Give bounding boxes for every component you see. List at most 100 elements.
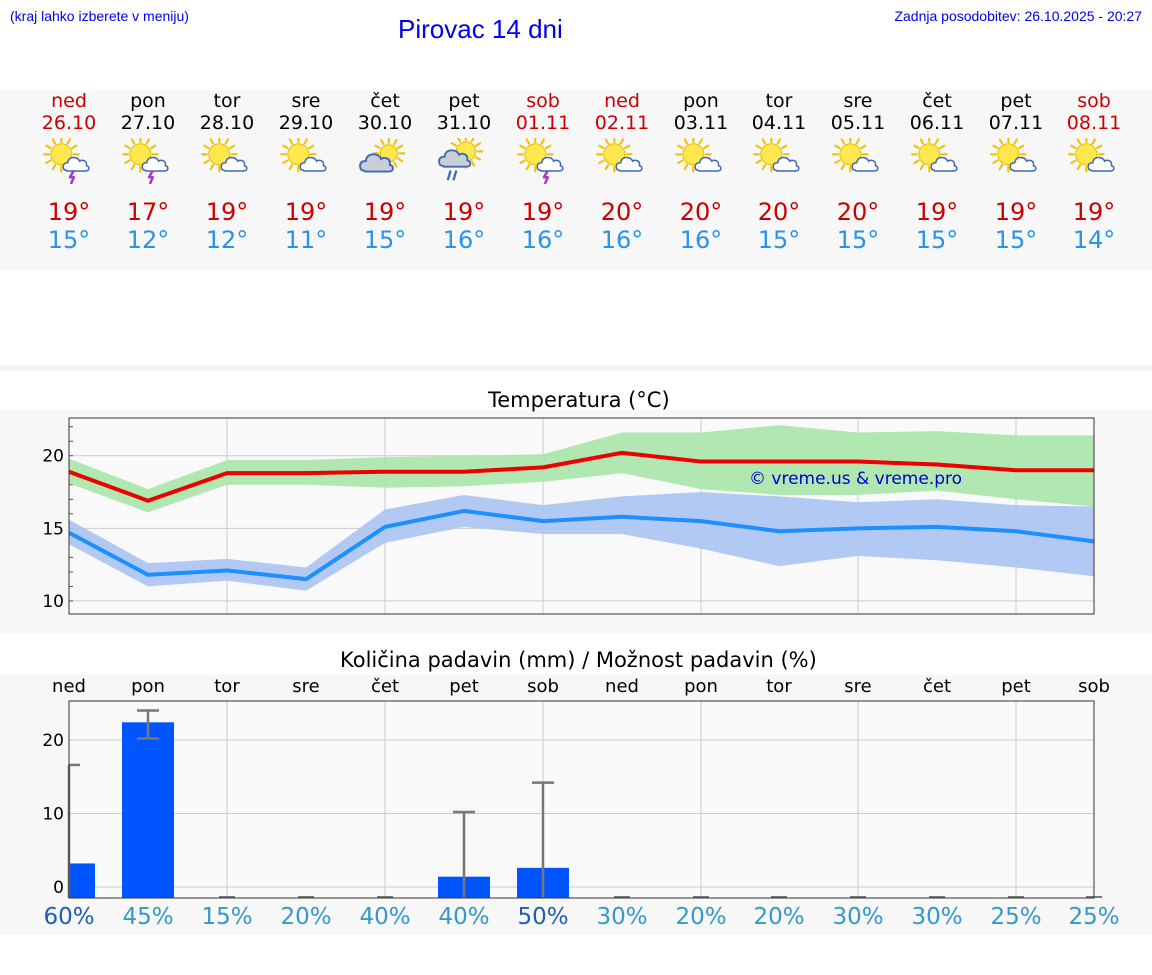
sun-cloud-icon	[673, 135, 729, 184]
precipitation-chart-title: Količina padavin (mm) / Možnost padavin …	[340, 648, 817, 672]
day-name: ned	[51, 90, 87, 112]
min-temperature: 12°	[126, 226, 170, 254]
temperature-chart-band	[0, 410, 1152, 634]
precipitation-probability: 40%	[438, 904, 490, 930]
day-name: sre	[291, 90, 321, 112]
max-temperature: 19°	[47, 198, 91, 226]
day-name: ned	[604, 90, 640, 112]
last-update-label: Zadnja posodobitev: 26.10.2025 - 20:27	[894, 8, 1142, 24]
day-name: sre	[843, 90, 873, 112]
precipitation-probability: 45%	[122, 904, 174, 930]
forecast-band	[0, 90, 1152, 270]
sun-cloud-rain-icon	[436, 134, 492, 184]
day-name: čet	[370, 90, 400, 112]
day-name: tor	[213, 90, 241, 112]
precipitation-probability: 40%	[359, 904, 411, 930]
precipitation-probability: 25%	[990, 904, 1042, 930]
precipitation-probability: 30%	[832, 904, 884, 930]
day-name: pon	[130, 90, 166, 112]
min-temperature: 15°	[915, 226, 959, 254]
max-temperature: 19°	[205, 198, 249, 226]
cloud-sun-icon	[357, 136, 413, 184]
precipitation-probability: 25%	[1068, 904, 1120, 930]
min-temperature: 16°	[521, 226, 565, 254]
sun-cloud-icon	[1066, 135, 1122, 184]
sun-cloud-icon	[830, 135, 886, 184]
precipitation-day-label: pet	[1001, 676, 1031, 697]
min-temperature: 14°	[1072, 226, 1116, 254]
day-name: čet	[922, 90, 952, 112]
max-temperature: 19°	[1072, 198, 1116, 226]
precipitation-chart-band	[0, 675, 1152, 935]
max-temperature: 19°	[363, 198, 407, 226]
day-name: pet	[1000, 90, 1032, 112]
day-name: sob	[1077, 90, 1111, 112]
precipitation-probability: 20%	[675, 904, 727, 930]
max-temperature: 20°	[679, 198, 723, 226]
location-menu-hint[interactable]: (kraj lahko izberete v meniju)	[10, 8, 189, 24]
day-date: 26.10	[41, 112, 97, 134]
precipitation-probability: 30%	[911, 904, 963, 930]
temperature-chart-title: Temperatura (°C)	[488, 388, 670, 412]
precipitation-day-label: sre	[844, 676, 872, 697]
precipitation-probability: 50%	[517, 904, 569, 930]
day-date: 05.11	[830, 112, 886, 134]
min-temperature: 15°	[836, 226, 880, 254]
day-date: 29.10	[278, 112, 334, 134]
day-date: 07.11	[988, 112, 1044, 134]
precipitation-probability: 20%	[280, 904, 332, 930]
sun-cloud-icon	[199, 135, 255, 184]
day-date: 02.11	[594, 112, 650, 134]
day-name: pon	[683, 90, 719, 112]
sun-cloud-icon	[594, 135, 650, 184]
precipitation-day-label: ned	[605, 676, 639, 697]
precipitation-probability: 60%	[43, 904, 95, 930]
max-temperature: 19°	[284, 198, 328, 226]
sun-thunderstorm-icon	[515, 135, 571, 185]
max-temperature: 19°	[442, 198, 486, 226]
separator	[0, 365, 1152, 371]
min-temperature: 15°	[47, 226, 91, 254]
min-temperature: 12°	[205, 226, 249, 254]
day-date: 28.10	[199, 112, 255, 134]
max-temperature: 19°	[521, 198, 565, 226]
min-temperature: 16°	[442, 226, 486, 254]
precipitation-probability: 15%	[201, 904, 253, 930]
precipitation-day-label: pet	[449, 676, 479, 697]
precipitation-day-label: čet	[922, 676, 952, 697]
precipitation-probability: 30%	[596, 904, 648, 930]
precipitation-day-label: sob	[1078, 676, 1110, 697]
precipitation-day-label: ned	[52, 676, 86, 697]
sun-cloud-icon	[909, 135, 965, 184]
day-date: 06.11	[909, 112, 965, 134]
precipitation-day-label: sre	[292, 676, 320, 697]
day-name: tor	[765, 90, 793, 112]
sun-thunderstorm-icon	[120, 135, 176, 185]
min-temperature: 16°	[679, 226, 723, 254]
max-temperature: 20°	[600, 198, 644, 226]
page-title: Pirovac 14 dni	[398, 14, 563, 44]
day-date: 04.11	[751, 112, 807, 134]
day-date: 31.10	[436, 112, 492, 134]
precipitation-day-label: pon	[131, 676, 165, 697]
sun-thunderstorm-icon	[41, 135, 97, 185]
day-name: pet	[448, 90, 480, 112]
max-temperature: 17°	[126, 198, 170, 226]
min-temperature: 15°	[994, 226, 1038, 254]
sun-cloud-icon	[751, 135, 807, 184]
day-date: 27.10	[120, 112, 176, 134]
min-temperature: 15°	[363, 226, 407, 254]
precipitation-probability: 20%	[753, 904, 805, 930]
day-name: sob	[526, 90, 560, 112]
precipitation-day-label: tor	[214, 676, 240, 697]
max-temperature: 19°	[915, 198, 959, 226]
min-temperature: 15°	[757, 226, 801, 254]
min-temperature: 16°	[600, 226, 644, 254]
day-date: 01.11	[515, 112, 571, 134]
min-temperature: 11°	[284, 226, 328, 254]
max-temperature: 19°	[994, 198, 1038, 226]
max-temperature: 20°	[836, 198, 880, 226]
precipitation-day-label: čet	[370, 676, 400, 697]
day-date: 08.11	[1066, 112, 1122, 134]
day-date: 30.10	[357, 112, 413, 134]
